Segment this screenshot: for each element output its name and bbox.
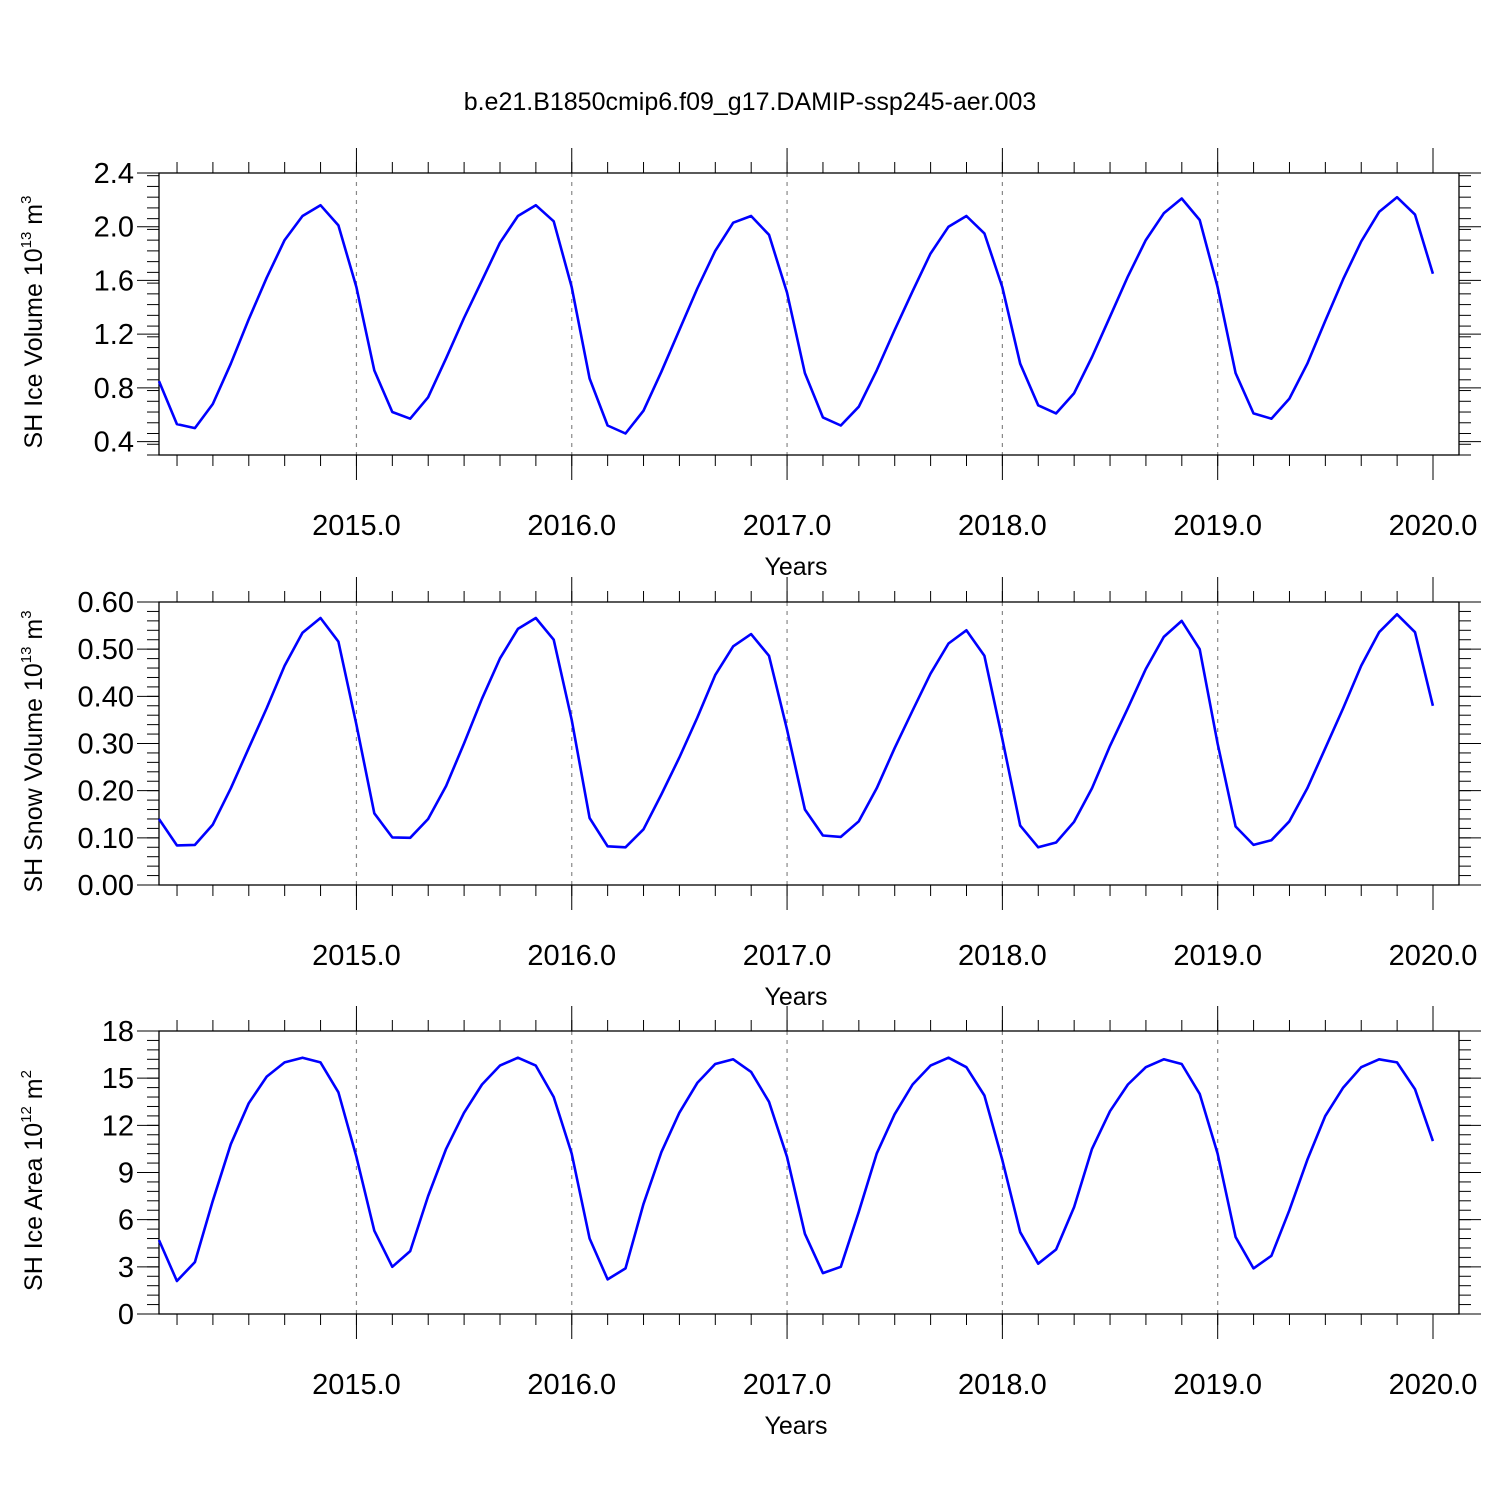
chart-panel-1: 2015.0 2016.0 2017.0 2018.0 2019.0 2020.0 0.4 0… xyxy=(18,148,1481,581)
y-tick-label: 12 xyxy=(102,1110,134,1142)
y-title-unit: m xyxy=(20,1078,48,1106)
y-tick-label: 0.20 xyxy=(78,776,134,808)
y-title-text: SH Ice Area 10 xyxy=(20,1123,48,1291)
x-tick-label: 2019.0 xyxy=(1173,1369,1262,1401)
y-axis-title: SH Ice Area 1012 m2 xyxy=(18,1070,48,1291)
y-tick-label: 0.4 xyxy=(94,427,134,459)
x-tick-label: 2016.0 xyxy=(527,510,616,542)
y-tick-label: 0.10 xyxy=(78,823,134,855)
y-tick-label: 2.0 xyxy=(94,212,134,244)
x-tick-label: 2019.0 xyxy=(1173,510,1262,542)
figure-title: b.e21.B1850cmip6.f09_g17.DAMIP-ssp245-ae… xyxy=(464,88,1037,116)
x-tick-label: 2020.0 xyxy=(1389,510,1478,542)
x-tick-label: 2017.0 xyxy=(743,1369,832,1401)
x-tick-label: 2020.0 xyxy=(1389,940,1478,972)
plot-frame xyxy=(158,1030,1460,1315)
y-title-unit: m xyxy=(20,619,48,647)
x-tick-label: 2018.0 xyxy=(958,1369,1047,1401)
plot-frame xyxy=(158,172,1460,456)
y-axis-title: SH Ice Volume 1013 m3 xyxy=(18,196,48,449)
x-tick-label: 2017.0 xyxy=(743,940,832,972)
y-tick-label: 15 xyxy=(102,1063,134,1095)
y-tick-label: 9 xyxy=(118,1158,134,1190)
x-tick-label: 2019.0 xyxy=(1173,940,1262,972)
x-tick-label: 2015.0 xyxy=(312,510,401,542)
x-tick-label: 2016.0 xyxy=(527,1369,616,1401)
x-tick-label: 2018.0 xyxy=(958,940,1047,972)
y-title-text: SH Ice Volume 10 xyxy=(20,248,48,448)
y-tick-label: 1.6 xyxy=(94,265,134,297)
y-tick-label: 0.50 xyxy=(78,634,134,666)
x-tick-label: 2015.0 xyxy=(312,1369,401,1401)
y-title-unit: m xyxy=(20,204,48,232)
y-title-exponent: 13 xyxy=(18,232,35,249)
y-tick-label: 6 xyxy=(118,1205,134,1237)
x-axis-title: Years xyxy=(764,983,827,1011)
series-points xyxy=(158,614,1433,848)
series-points xyxy=(158,197,1433,434)
x-axis-title: Years xyxy=(764,553,827,581)
x-axis-title: Years xyxy=(764,1412,827,1440)
chart-panel-3: 2015.0 2016.0 2017.0 2018.0 2019.0 2020.0 0 3 6 9… xyxy=(18,1006,1481,1440)
x-tick-label: 2018.0 xyxy=(958,510,1047,542)
y-axis-title: SH Snow Volume 1013 m3 xyxy=(18,610,48,892)
y-title-unit-exponent: 3 xyxy=(18,196,35,204)
y-tick-label: 1.2 xyxy=(94,319,134,351)
y-tick-label: 0.40 xyxy=(78,681,134,713)
series-points xyxy=(158,1057,1433,1282)
panels: 2015.0 2016.0 2017.0 2018.0 2019.0 2020.00.40… xyxy=(18,148,1481,1440)
y-tick-label: 18 xyxy=(102,1016,134,1048)
y-tick-label: 2.4 xyxy=(94,158,134,190)
series-line xyxy=(157,1056,1435,1283)
y-tick-label: 3 xyxy=(118,1252,134,1284)
x-tick-label: 2016.0 xyxy=(527,940,616,972)
y-title-exponent: 13 xyxy=(18,647,35,664)
y-tick-label: 0.8 xyxy=(94,373,134,405)
y-title-exponent: 12 xyxy=(18,1106,35,1123)
x-tick-label: 2015.0 xyxy=(312,940,401,972)
x-tick-label: 2020.0 xyxy=(1389,1369,1478,1401)
y-tick-label: 0.30 xyxy=(78,729,134,761)
series-line xyxy=(157,612,1435,849)
y-title-unit-exponent: 2 xyxy=(18,1070,35,1078)
y-tick-label: 0.60 xyxy=(78,587,134,619)
y-tick-label: 0 xyxy=(118,1299,134,1331)
y-tick-label: 0.00 xyxy=(78,870,134,902)
series-line xyxy=(157,195,1435,435)
x-tick-label: 2017.0 xyxy=(743,510,832,542)
chart-panel-2: 2015.0 2016.0 2017.0 2018.0 2019.0 2020.0 0.00… xyxy=(18,577,1481,1011)
y-title-unit-exponent: 3 xyxy=(18,610,35,618)
y-title-text: SH Snow Volume 10 xyxy=(20,663,48,892)
